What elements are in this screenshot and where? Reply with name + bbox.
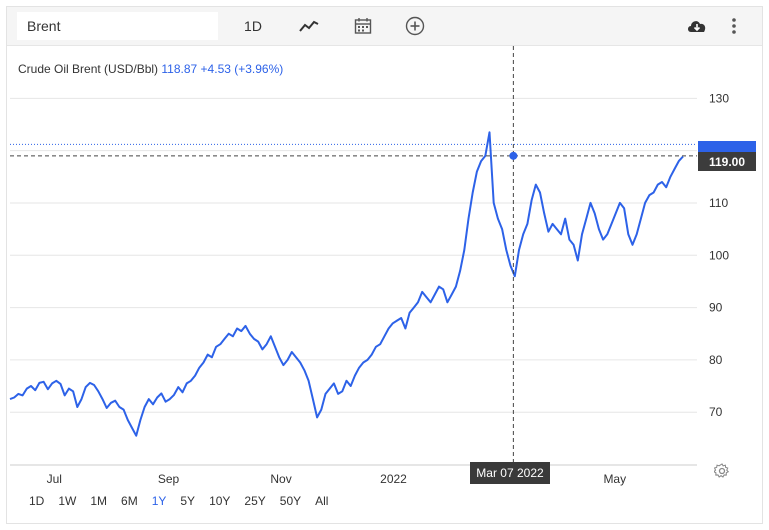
- x-tick-label: Jul: [47, 472, 62, 486]
- period-1d[interactable]: 1D: [29, 494, 45, 508]
- period-1w[interactable]: 1W: [58, 494, 77, 508]
- crosshair-point: [509, 151, 518, 160]
- x-tick-label: 2022: [380, 472, 407, 486]
- calendar-icon[interactable]: [349, 12, 377, 40]
- add-icon[interactable]: [401, 12, 429, 40]
- settings-gear-icon[interactable]: [712, 461, 732, 481]
- legend-name: Crude Oil Brent (USD/Bbl): [18, 62, 159, 76]
- crosshair-price-badge: 119.00: [698, 141, 756, 171]
- period-50y[interactable]: 50Y: [279, 494, 302, 508]
- y-tick-label: 70: [709, 405, 723, 419]
- period-1m[interactable]: 1M: [90, 494, 108, 508]
- y-tick-label: 80: [709, 353, 723, 367]
- crosshair-price-label: 119.00: [698, 152, 756, 171]
- y-tick-label: 90: [709, 301, 723, 315]
- x-tick-label: Sep: [158, 472, 180, 486]
- x-tick-label: May: [603, 472, 626, 486]
- frequency-button[interactable]: 1D: [244, 18, 262, 34]
- current-price-marker: [698, 141, 756, 152]
- legend-change: +4.53 (+3.96%): [200, 62, 284, 76]
- legend: Crude Oil Brent (USD/Bbl) 118.87 +4.53 (…: [18, 62, 283, 76]
- period-selector: 1D 1W 1M 6M 1Y 5Y 10Y 25Y 50Y All: [22, 491, 335, 511]
- period-5y[interactable]: 5Y: [180, 494, 196, 508]
- y-tick-label: 130: [709, 91, 729, 105]
- legend-price: 118.87: [161, 62, 198, 76]
- crosshair-date-label: Mar 07 2022: [470, 462, 550, 484]
- y-tick-label: 100: [709, 248, 729, 262]
- line-chart-icon[interactable]: [295, 12, 323, 40]
- download-cloud-icon[interactable]: [681, 12, 713, 40]
- period-1y[interactable]: 1Y: [151, 494, 167, 508]
- toolbar: 1D: [7, 7, 762, 46]
- search-input[interactable]: [17, 12, 218, 40]
- x-tick-label: Nov: [270, 472, 291, 486]
- price-line-series: [9, 131, 684, 437]
- more-vertical-icon[interactable]: [723, 12, 745, 40]
- period-6m[interactable]: 6M: [121, 494, 138, 508]
- period-25y[interactable]: 25Y: [244, 494, 266, 508]
- y-tick-label: 110: [709, 196, 728, 210]
- period-10y[interactable]: 10Y: [209, 494, 231, 508]
- chart-widget: 1D: [6, 6, 763, 524]
- period-all[interactable]: All: [315, 494, 329, 508]
